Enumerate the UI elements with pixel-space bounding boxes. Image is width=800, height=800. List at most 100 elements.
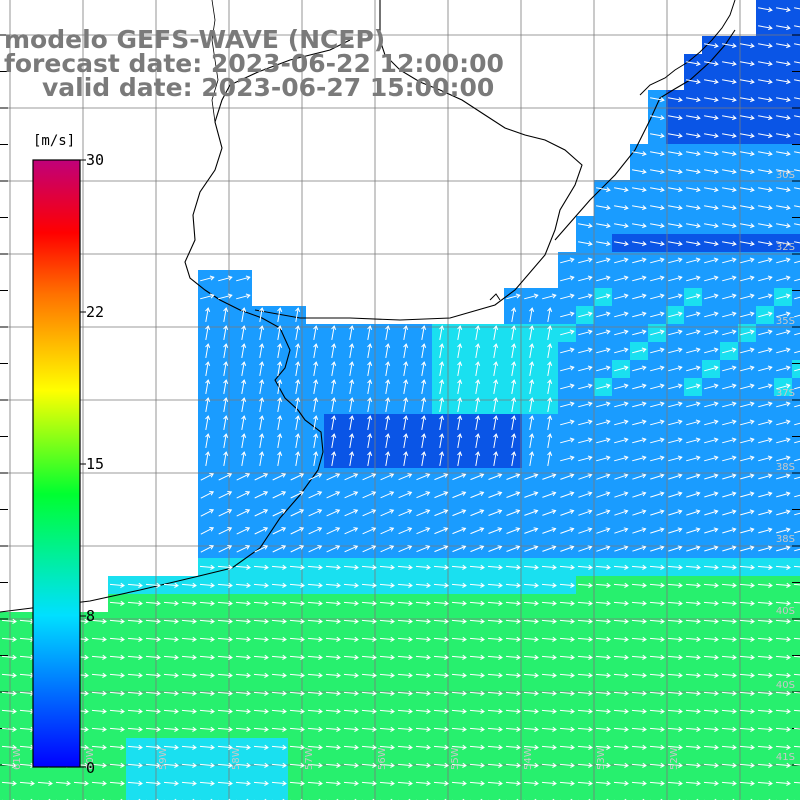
wind-arrow <box>361 672 377 678</box>
wind-arrow <box>367 343 373 358</box>
wind-arrow <box>55 780 71 786</box>
wind-arrow <box>721 690 737 696</box>
wind-arrow <box>457 361 463 376</box>
wind-arrow <box>487 762 503 768</box>
wind-arrow <box>632 365 647 372</box>
wind-arrow <box>271 564 287 570</box>
latitude-label: 40S <box>776 680 795 691</box>
wind-arrow <box>218 527 233 535</box>
wind-arrow <box>259 451 265 466</box>
wind-arrow <box>560 545 575 552</box>
wind-arrow <box>631 690 647 696</box>
wind-arrow <box>668 133 683 139</box>
wind-arrow <box>578 223 593 229</box>
wind-arrow <box>595 708 611 714</box>
wind-arrow <box>199 600 215 606</box>
wind-arrow <box>722 133 737 139</box>
wind-arrow <box>343 564 359 570</box>
wind-arrow <box>529 433 535 448</box>
wind-speed-cell <box>0 792 18 800</box>
wind-arrow <box>776 61 791 67</box>
wind-arrow <box>595 600 611 606</box>
wind-arrow <box>596 187 611 193</box>
wind-arrow <box>559 672 575 678</box>
wind-arrow <box>757 726 773 732</box>
wind-arrow <box>722 383 737 390</box>
wind-arrow <box>181 654 197 660</box>
wind-arrow <box>457 433 463 448</box>
wind-arrow <box>577 636 593 642</box>
wind-speed-cell <box>378 792 396 800</box>
wind-arrow <box>218 473 233 481</box>
wind-arrow <box>667 708 683 714</box>
wind-arrow <box>380 509 395 517</box>
wind-arrow <box>241 451 247 466</box>
wind-arrow <box>650 419 665 426</box>
wind-arrow <box>505 690 521 696</box>
wind-arrow <box>541 654 557 660</box>
wind-arrow <box>614 187 629 193</box>
wind-arrow <box>704 151 719 157</box>
wind-arrow <box>721 744 737 750</box>
wind-arrow <box>109 762 125 768</box>
wind-arrow <box>163 600 179 606</box>
wind-arrow <box>547 307 553 322</box>
wind-arrow <box>632 223 647 229</box>
wind-arrow <box>739 672 755 678</box>
wind-arrow <box>722 151 737 157</box>
wind-arrow <box>740 275 755 282</box>
wind-arrow <box>668 187 683 193</box>
wind-arrow <box>686 455 701 462</box>
wind-arrow <box>308 545 323 553</box>
wind-arrow <box>739 654 755 660</box>
wind-speed-cell <box>792 270 800 288</box>
wind-arrow <box>487 672 503 678</box>
wind-arrow <box>379 744 395 750</box>
wind-arrow <box>776 275 791 282</box>
wind-arrow <box>397 726 413 732</box>
wind-arrow <box>127 654 143 660</box>
wind-arrow <box>511 451 517 466</box>
wind-arrow <box>614 275 629 282</box>
wind-arrow <box>776 509 791 516</box>
wind-arrow <box>775 654 791 660</box>
valid-date: valid date: 2023-06-27 15:00:00 <box>42 73 495 102</box>
wind-arrow <box>415 708 431 714</box>
wind-arrow <box>649 708 665 714</box>
wind-arrow <box>595 780 611 786</box>
wind-arrow <box>451 654 467 660</box>
wind-arrow <box>325 780 341 786</box>
wind-speed-cell <box>792 378 800 396</box>
wind-arrow <box>236 473 251 481</box>
wind-arrow <box>253 726 269 732</box>
wind-arrow <box>632 275 647 282</box>
wind-arrow <box>416 491 431 499</box>
wind-arrow <box>559 600 575 606</box>
wind-arrow <box>235 744 251 750</box>
wind-arrow <box>205 397 211 412</box>
wind-arrow <box>740 455 755 462</box>
wind-arrow <box>596 365 611 372</box>
wind-arrow <box>793 709 800 712</box>
wind-arrow <box>523 600 539 606</box>
wind-arrow <box>379 618 395 624</box>
wind-arrow <box>758 401 773 408</box>
wind-arrow <box>686 329 701 336</box>
wind-arrow <box>722 61 737 67</box>
wind-arrow <box>650 311 665 318</box>
wind-arrow <box>127 636 143 642</box>
wind-arrow <box>668 365 683 372</box>
wind-arrow <box>704 545 719 552</box>
wind-arrow <box>776 383 791 390</box>
wind-arrow <box>704 133 719 139</box>
wind-arrow <box>415 672 431 678</box>
wind-arrow <box>511 415 517 430</box>
wind-arrow <box>307 564 323 570</box>
wind-arrow <box>289 708 305 714</box>
wind-arrow <box>529 415 535 430</box>
wind-arrow <box>649 600 665 606</box>
wind-speed-cell <box>162 792 180 800</box>
wind-arrow <box>793 619 800 622</box>
wind-arrow <box>433 600 449 606</box>
wind-arrow <box>650 151 665 157</box>
